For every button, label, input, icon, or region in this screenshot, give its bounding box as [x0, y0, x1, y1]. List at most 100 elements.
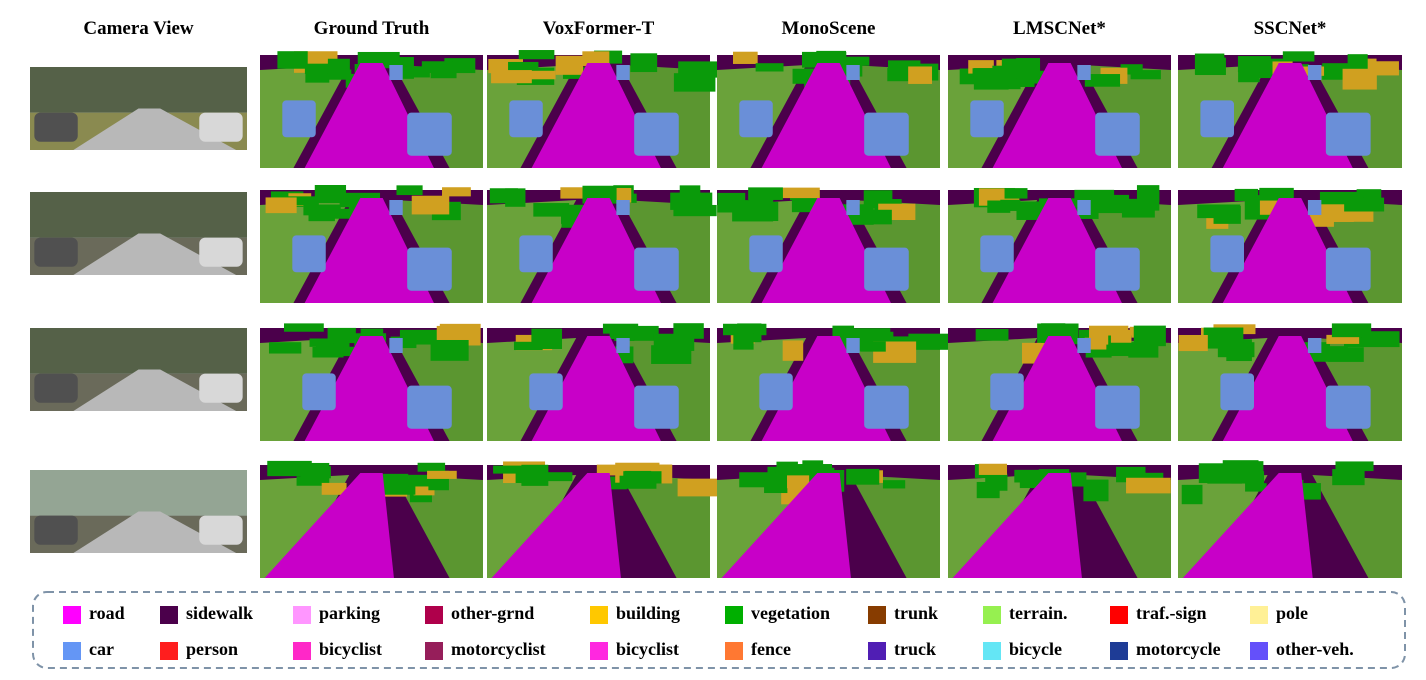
road — [491, 473, 621, 578]
vegetation — [312, 347, 344, 358]
legend-swatch — [983, 606, 1001, 624]
car — [199, 515, 243, 545]
vegetation — [973, 68, 1009, 90]
road — [264, 473, 394, 578]
car — [634, 112, 679, 156]
vegetation — [327, 327, 356, 344]
road — [73, 108, 237, 150]
terrain — [620, 475, 710, 578]
vegetation — [1335, 461, 1374, 472]
vegetation — [1238, 65, 1260, 83]
road — [1222, 63, 1353, 168]
car — [634, 385, 679, 429]
car — [759, 373, 793, 411]
car — [519, 235, 553, 273]
vegetation — [846, 468, 880, 485]
car — [389, 65, 403, 80]
vegetation — [1331, 323, 1372, 338]
legend-label: traf.-sign — [1136, 603, 1207, 623]
road — [721, 473, 851, 578]
vegetation — [321, 482, 347, 495]
vegetation — [1245, 483, 1267, 492]
vegetation — [673, 73, 716, 92]
column-header: MonoScene — [782, 18, 876, 39]
voxel-scene — [948, 185, 1171, 303]
road — [304, 336, 434, 441]
car — [864, 112, 909, 156]
vegetation — [489, 188, 518, 204]
legend-swatch — [425, 606, 443, 624]
vegetation — [427, 470, 457, 479]
vegetation — [296, 476, 324, 486]
vegetation — [1291, 66, 1325, 76]
car — [990, 373, 1024, 411]
road — [1222, 336, 1353, 441]
voxel-scene — [717, 50, 940, 168]
car — [529, 373, 563, 411]
vegetation — [678, 61, 720, 78]
car — [1325, 385, 1371, 429]
legend-label: trunk — [894, 603, 938, 623]
vegetation — [732, 51, 758, 64]
vegetation — [1344, 197, 1385, 212]
legend-swatch — [293, 606, 311, 624]
road — [73, 511, 237, 553]
legend-label: motorcycle — [1136, 639, 1221, 659]
legend-label: bicyclist — [616, 639, 679, 659]
vegetation — [1332, 469, 1365, 486]
car — [199, 237, 243, 267]
voxel-scene — [487, 50, 720, 168]
vegetation — [1004, 188, 1028, 199]
vegetation — [764, 480, 788, 494]
vegetation — [314, 185, 347, 204]
car — [1200, 100, 1234, 138]
car — [1307, 338, 1322, 353]
terrain — [850, 475, 940, 578]
voxel-scene — [487, 323, 710, 441]
legend-label: terrain. — [1009, 603, 1067, 623]
legend-label: fence — [751, 639, 791, 659]
vegetation — [1181, 484, 1203, 505]
car — [739, 100, 773, 138]
legend-swatch — [1250, 642, 1268, 660]
vegetation — [908, 333, 953, 350]
voxel-scene — [948, 323, 1171, 441]
car — [616, 200, 630, 215]
vegetation — [1344, 336, 1377, 348]
vegetation — [860, 341, 886, 352]
camera-image — [30, 470, 247, 553]
car — [1325, 247, 1371, 291]
voxel-scene — [260, 323, 483, 441]
legend-swatch — [63, 606, 81, 624]
vegetation — [677, 478, 721, 497]
car — [34, 373, 78, 403]
legend-swatch — [725, 642, 743, 660]
car — [846, 65, 860, 80]
vegetation — [975, 329, 1009, 341]
vegetation — [279, 196, 319, 206]
legend-label: other-grnd — [451, 603, 534, 623]
legend-swatch — [1110, 642, 1128, 660]
car — [846, 338, 860, 353]
car — [1077, 200, 1091, 215]
camera-image — [30, 67, 247, 150]
vegetation — [1282, 51, 1315, 62]
vegetation — [891, 343, 914, 358]
legend-label: sidewalk — [186, 603, 253, 623]
vegetation — [624, 470, 652, 480]
legend-label: person — [186, 639, 238, 659]
car — [634, 247, 679, 291]
vegetation — [978, 463, 1008, 475]
vegetation — [816, 50, 847, 62]
road — [304, 63, 434, 168]
legend-label: truck — [894, 639, 936, 659]
car — [1095, 247, 1140, 291]
road — [531, 63, 661, 168]
vegetation — [1328, 347, 1364, 362]
camera-image — [30, 328, 247, 411]
legend-swatch — [160, 642, 178, 660]
voxel-scene — [717, 323, 953, 441]
voxel-scene — [260, 185, 483, 303]
road — [992, 336, 1122, 441]
voxel-scene — [717, 460, 940, 578]
